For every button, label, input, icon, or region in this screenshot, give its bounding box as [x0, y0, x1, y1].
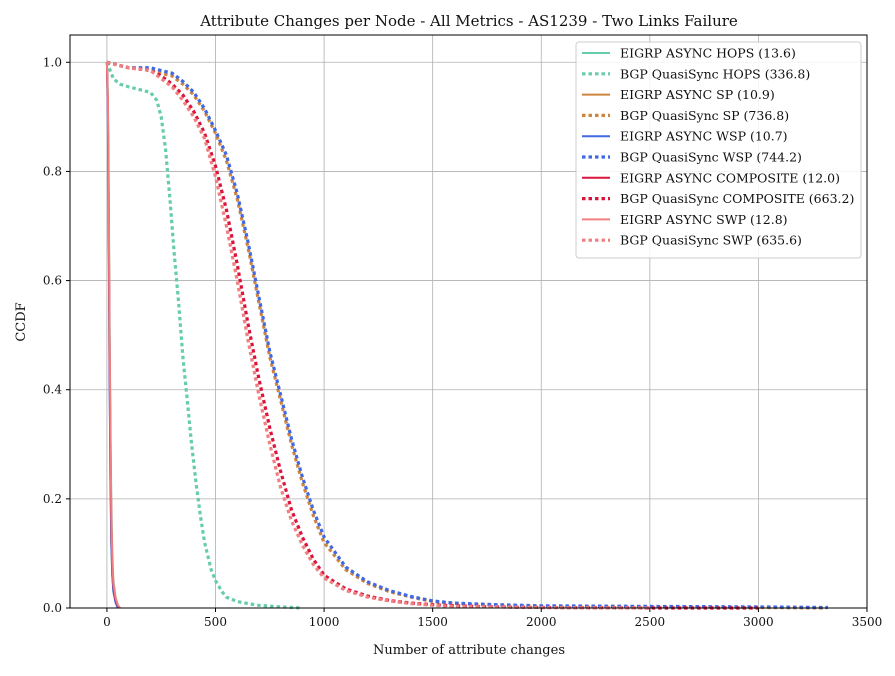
y-axis-title: CCDF [14, 302, 29, 341]
series-line-7 [106, 60, 759, 610]
legend-label-6: EIGRP ASYNC COMPOSITE (12.0) [620, 170, 840, 185]
x-tick-label: 0 [103, 615, 111, 629]
series-line-5 [106, 60, 828, 610]
y-tick-label: 0.8 [43, 164, 62, 178]
legend-label-5: BGP QuasiSync WSP (744.2) [620, 150, 802, 165]
legend-label-8: EIGRP ASYNC SWP (12.8) [620, 212, 788, 227]
x-tick-label: 1000 [309, 615, 340, 629]
axis-ticks: 0 500 1000 1500 2000 2500 3000 3500 0.0 0.2 0.4 0.6… [43, 55, 882, 629]
y-tick-label: 0.2 [43, 492, 62, 506]
series-line-1 [105, 61, 303, 610]
series-line-9 [106, 60, 650, 610]
legend-box [575, 41, 862, 259]
y-tick-label: 0.0 [43, 601, 62, 615]
legend-label-3: BGP QuasiSync SP (736.8) [620, 108, 789, 123]
x-tick-label: 3000 [743, 615, 774, 629]
legend-label-9: BGP QuasiSync SWP (635.6) [620, 233, 802, 248]
legend-label-2: EIGRP ASYNC SP (10.9) [620, 87, 775, 102]
chart-title: Attribute Changes per Node - All Metrics… [199, 12, 738, 30]
legend-label-4: EIGRP ASYNC WSP (10.7) [620, 129, 788, 144]
series-line-3 [106, 60, 824, 610]
x-axis-title: Number of attribute changes [373, 643, 565, 658]
x-tick-label: 500 [204, 615, 227, 629]
series-line-8 [105, 62, 121, 609]
x-tick-label: 2000 [526, 615, 557, 629]
y-tick-label: 1.0 [43, 55, 62, 69]
y-tick-label: 0.4 [43, 383, 62, 397]
legend-label-0: EIGRP ASYNC HOPS (13.6) [620, 46, 796, 61]
x-tick-label: 3500 [852, 615, 883, 629]
legend-label-7: BGP QuasiSync COMPOSITE (663.2) [620, 191, 854, 206]
legend-label-1: BGP QuasiSync HOPS (336.8) [620, 66, 810, 81]
legend: EIGRP ASYNC HOPS (13.6) BGP QuasiSync HOP… [575, 41, 862, 259]
series-lines [105, 60, 828, 610]
plot-frame [69, 34, 868, 609]
x-tick-label: 2500 [635, 615, 666, 629]
y-tick-label: 0.6 [43, 274, 62, 288]
x-tick-label: 1500 [417, 615, 448, 629]
